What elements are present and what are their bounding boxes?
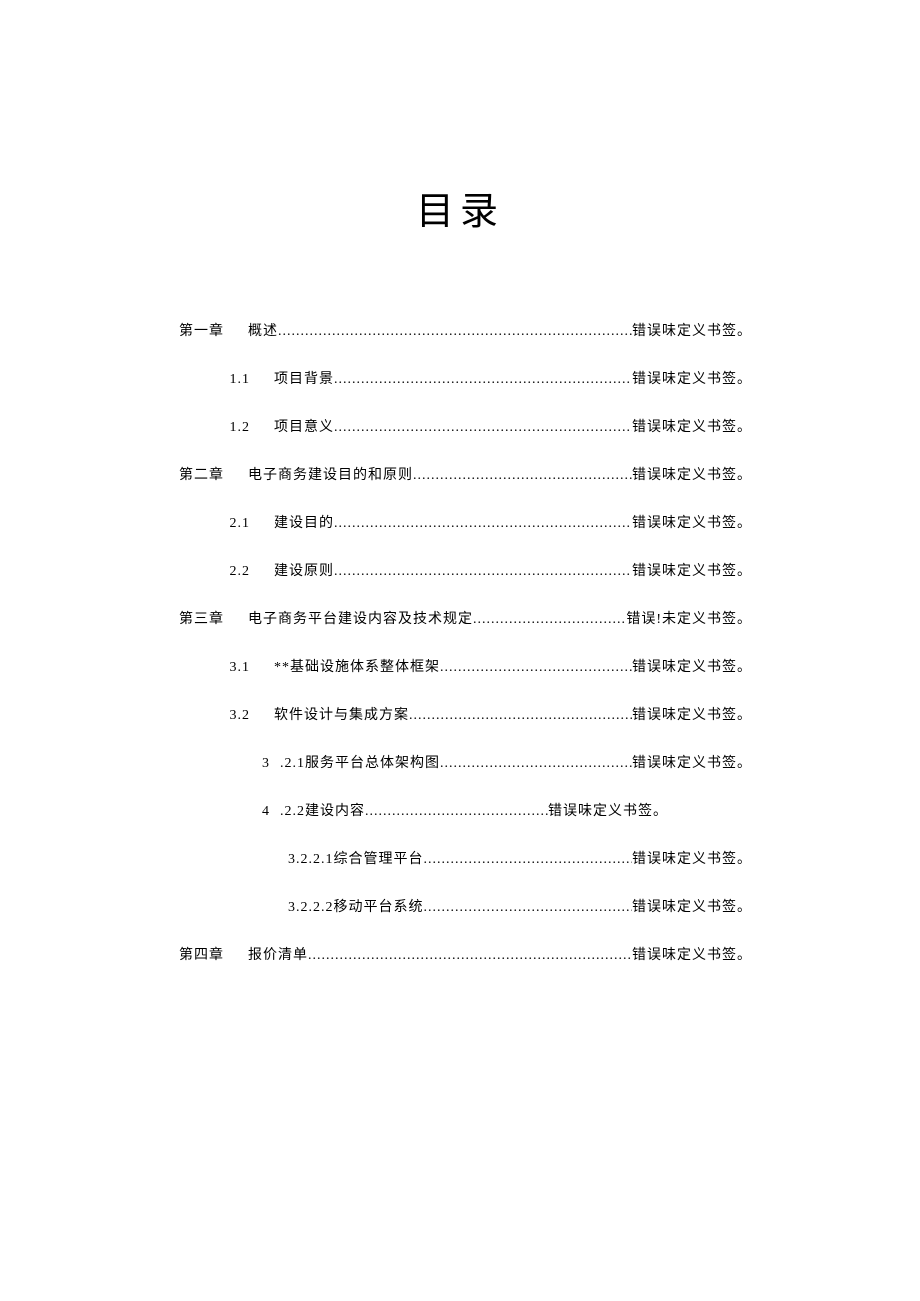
- toc-entry-number: 第一章: [168, 325, 224, 339]
- toc-entry: 2.1 建设目的 错误味定义书签。: [168, 517, 752, 531]
- toc-entry: 2.2 建设原则 错误味定义书签。: [168, 565, 752, 579]
- toc-entry: 3.2.2.2移动平台系统 错误味定义书签。: [168, 901, 752, 915]
- toc-entry: 第三章 电子商务平台建设内容及技术规定 错误!未定义书签。: [168, 613, 752, 627]
- toc-entry-label: 项目背景: [274, 373, 334, 387]
- toc-entry-number: 第四章: [168, 949, 224, 963]
- toc-entry-number: 2.2: [220, 565, 250, 579]
- toc-leader-dots: [409, 709, 632, 723]
- toc-leader-dots: [413, 469, 632, 483]
- toc-leader-dots: [473, 613, 626, 627]
- toc-entry-label: 软件设计与集成方案: [274, 709, 409, 723]
- toc-entry-label: 建设目的: [274, 517, 334, 531]
- toc-entry-number: 3: [256, 757, 270, 771]
- document-page: 目录 第一章概述错误味定义书签。1.1项目背景错误味定义书签。1.2项目意义错误…: [0, 0, 920, 963]
- toc-entry-number: 3.1: [220, 661, 250, 675]
- toc-entry-label: **基础设施体系整体框架: [274, 661, 440, 675]
- toc-leader-dots: [278, 325, 632, 339]
- toc-entry-label: 电子商务平台建设内容及技术规定: [248, 613, 473, 627]
- toc-leader-dots: [424, 853, 633, 867]
- toc-leader-dots: [440, 661, 632, 675]
- toc-leader-dots: [440, 757, 632, 771]
- toc-entry-label: .2.2建设内容: [280, 805, 365, 819]
- toc-leader-dots: [334, 565, 632, 579]
- toc-entry-label: 建设原则: [274, 565, 334, 579]
- toc-entry-pageref: 错误味定义书签。: [632, 325, 752, 339]
- page-title: 目录: [168, 180, 752, 235]
- toc-entry-pageref: 错误味定义书签。: [632, 757, 752, 771]
- toc-entry-number: 1.2: [220, 421, 250, 435]
- toc-leader-dots: [334, 373, 632, 387]
- toc-entry-pageref: 错误味定义书签。: [632, 469, 752, 483]
- toc-entry-pageref: 错误味定义书签。: [632, 853, 752, 867]
- toc-entry-label: 电子商务建设目的和原则: [248, 469, 413, 483]
- toc-entry: 第一章 概述 错误味定义书签。: [168, 325, 752, 339]
- toc-entry-label: 报价清单: [248, 949, 308, 963]
- toc-entry-pageref: 错误味定义书签。: [632, 709, 752, 723]
- toc-entry-pageref: 错误味定义书签。: [632, 565, 752, 579]
- toc-entry-number: 1.1: [220, 373, 250, 387]
- toc-entry: 1.2 项目意义 错误味定义书签。: [168, 421, 752, 435]
- toc-entry-pageref: 错误味定义书签。: [632, 901, 752, 915]
- toc-entry-pageref: 错误味定义书签。: [548, 805, 668, 819]
- toc-entry-number: 3.2: [220, 709, 250, 723]
- toc-leader-dots: [308, 949, 632, 963]
- toc-entry: 3.2.2.1综合管理平台 错误味定义书签。: [168, 853, 752, 867]
- toc-entry-number: 4: [256, 805, 270, 819]
- table-of-contents: 第一章概述错误味定义书签。1.1项目背景错误味定义书签。1.2项目意义错误味定义…: [168, 325, 752, 963]
- toc-entry-pageref: 错误味定义书签。: [632, 661, 752, 675]
- toc-leader-dots: [365, 805, 548, 819]
- toc-entry: 第二章 电子商务建设目的和原则 错误味定义书签。: [168, 469, 752, 483]
- toc-entry-number: 第三章: [168, 613, 224, 627]
- toc-entry-number: 第二章: [168, 469, 224, 483]
- toc-entry-pageref: 错误味定义书签。: [632, 949, 752, 963]
- toc-entry-pageref: 错误味定义书签。: [632, 373, 752, 387]
- toc-entry: 3.1 **基础设施体系整体框架 错误味定义书签。: [168, 661, 752, 675]
- toc-entry-label: .2.1服务平台总体架构图: [280, 757, 440, 771]
- toc-entry: 第四章 报价清单 错误味定义书签。: [168, 949, 752, 963]
- toc-entry: 4 .2.2建设内容 错误味定义书签。: [168, 805, 668, 819]
- toc-entry-label: 3.2.2.1综合管理平台: [288, 853, 424, 867]
- toc-entry: 3 .2.1服务平台总体架构图 错误味定义书签。: [168, 757, 752, 771]
- toc-entry-pageref: 错误!未定义书签。: [626, 613, 752, 627]
- toc-entry-label: 概述: [248, 325, 278, 339]
- toc-entry-number: 2.1: [220, 517, 250, 531]
- toc-entry-label: 3.2.2.2移动平台系统: [288, 901, 424, 915]
- toc-leader-dots: [424, 901, 633, 915]
- toc-leader-dots: [334, 517, 632, 531]
- toc-entry: 1.1 项目背景 错误味定义书签。: [168, 373, 752, 387]
- toc-leader-dots: [334, 421, 632, 435]
- toc-entry-label: 项目意义: [274, 421, 334, 435]
- toc-entry-pageref: 错误味定义书签。: [632, 517, 752, 531]
- toc-entry: 3.2 软件设计与集成方案 错误味定义书签。: [168, 709, 752, 723]
- toc-entry-pageref: 错误味定义书签。: [632, 421, 752, 435]
